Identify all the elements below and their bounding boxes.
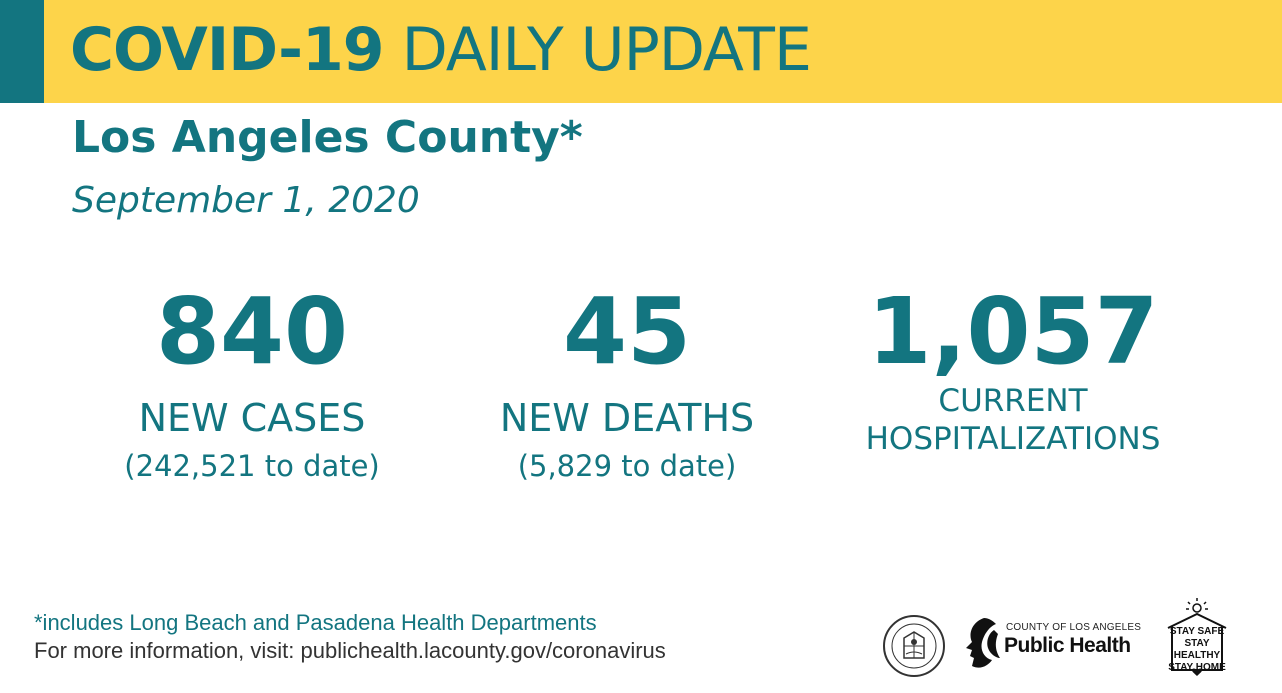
stat-new-cases: 840 NEW CASES (242,521 to date) [92,282,412,484]
stat-new-deaths: 45 NEW DEATHS (5,829 to date) [462,282,792,484]
hospitalizations-value: 1,057 [867,278,1159,385]
footnote: *includes Long Beach and Pasadena Health… [34,610,597,635]
stay-home-text: STAY HOME [1168,662,1226,673]
cases-to-date: (242,521 to date) [124,449,380,483]
public-health-logo: COUNTY OF LOS ANGELES Public Health [962,612,1152,674]
header-banner: COVID-19 DAILY UPDATE [0,0,1282,103]
new-deaths-label: NEW DEATHS [499,396,755,440]
update-date: September 1, 2020 [72,180,420,221]
new-deaths-value: 45 [562,278,692,385]
new-cases-label: NEW CASES [138,396,366,440]
county-heading: Los Angeles County* [72,112,583,163]
public-health-county-text: COUNTY OF LOS ANGELES [1006,622,1142,633]
new-cases-value: 840 [155,278,349,385]
deaths-to-date: (5,829 to date) [517,449,737,483]
house-sun-icon [1167,598,1227,676]
title-rest: DAILY UPDATE [401,15,812,85]
hospitalizations-label-line1: CURRENT [938,383,1088,419]
stay-safe-logo: STAY SAFE STAY HEALTHY STAY HOME [1162,596,1232,680]
public-health-profile-icon [966,618,1000,668]
stat-current-hospitalizations: 1,057 CURRENT HOSPITALIZATIONS [828,282,1198,458]
stay-healthy-text: STAY HEALTHY [1173,638,1221,661]
title-bold: COVID-19 [70,15,385,85]
stay-slogan: STAY SAFE STAY HEALTHY STAY HOME [1166,626,1228,674]
public-health-name: Public Health [1004,634,1131,657]
banner-accent-bar [0,0,44,103]
more-info-text: For more information, visit: publichealt… [34,638,666,663]
county-seal-icon [883,615,945,677]
page-title: COVID-19 DAILY UPDATE [70,12,812,88]
stay-safe-text: STAY SAFE [1169,626,1225,637]
hospitalizations-label-line2: HOSPITALIZATIONS [865,421,1161,457]
